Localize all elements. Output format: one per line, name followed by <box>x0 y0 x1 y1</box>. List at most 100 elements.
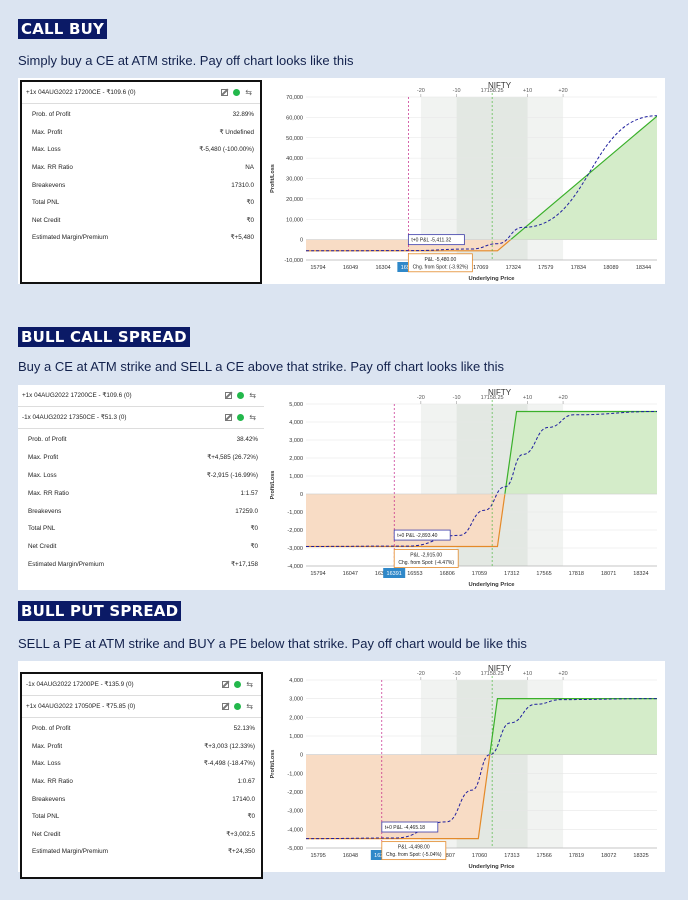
loss-area <box>306 239 657 251</box>
metric-label: Max. RR Ratio <box>32 778 73 786</box>
chart-title: NIFTY <box>488 664 512 673</box>
metric-label: Net Credit <box>28 543 57 551</box>
sd-label: +10 <box>523 395 532 401</box>
tooltip-today-text: t+0 P&L -4,465.18 <box>385 825 425 831</box>
chart-title: NIFTY <box>488 388 512 397</box>
edit-icon[interactable] <box>225 392 233 399</box>
y-tick-label: 0 <box>300 492 303 498</box>
x-tick-label: 17834 <box>571 265 586 271</box>
metric-label: Prob. of Profit <box>28 436 67 444</box>
sd-label: +10 <box>523 88 532 94</box>
metric-row: Breakevens 17259.0 <box>18 502 264 520</box>
y-tick-label: 10,000 <box>286 217 303 223</box>
metric-label: Total PNL <box>32 199 60 207</box>
y-tick-label: -4,000 <box>287 827 303 833</box>
sd-label: -10 <box>453 88 461 94</box>
x-tick-label: 16304 <box>375 265 390 271</box>
metric-row: Total PNL ₹0 <box>18 520 264 538</box>
edit-icon[interactable] <box>222 681 230 688</box>
metric-label: Max. Loss <box>32 146 61 154</box>
x-tick-label: 17060 <box>472 853 487 859</box>
metric-label: Total PNL <box>32 813 60 821</box>
y-tick-label: -3,000 <box>287 546 303 552</box>
swap-icon[interactable]: ⇆ <box>249 391 256 400</box>
metric-row: Total PNL ₹0 <box>22 808 261 826</box>
tooltip-today-text: t+0 P&L -2,893.40 <box>397 533 437 539</box>
metric-value: 52.13% <box>233 725 255 733</box>
metric-value: ₹-2,915 (-16.99%) <box>206 471 258 479</box>
metric-label: Max. RR Ratio <box>32 164 73 172</box>
x-tick-label: 16049 <box>343 265 358 271</box>
x-tick-label: 16300 <box>375 571 390 577</box>
status-dot-icon[interactable] <box>237 414 245 421</box>
sd-label: -10 <box>453 671 461 677</box>
strategy-panel: +1x 04AUG2022 17200CE - ₹109.6 (0) ⇆ Pro… <box>18 78 665 284</box>
y-tick-label: -1,000 <box>287 510 303 516</box>
metric-label: Estimated Margin/Premium <box>32 848 108 856</box>
leg-row[interactable]: +1x 04AUG2022 17200CE - ₹109.6 (0) ⇆ <box>22 82 260 104</box>
y-tick-label: 50,000 <box>286 136 303 142</box>
y-tick-label: 30,000 <box>286 177 303 183</box>
expiry-line-profit <box>504 410 657 494</box>
metric-label: Max. RR Ratio <box>28 489 69 497</box>
metric-value: ₹ Undefined <box>219 128 254 136</box>
metric-row: Net Credit ₹+3,002.5 <box>22 826 261 844</box>
status-dot-icon[interactable] <box>234 681 242 688</box>
edit-icon[interactable] <box>221 89 229 96</box>
status-dot-icon[interactable] <box>237 392 245 399</box>
leg-row[interactable]: -1x 04AUG2022 17350CE - ₹51.3 (0) ⇆ <box>18 407 264 429</box>
y-axis-title: Profit/Loss <box>270 750 276 779</box>
metric-value: ₹+3,003 (12.33%) <box>204 742 255 750</box>
today-line <box>305 410 658 547</box>
x-tick-label: 17579 <box>538 265 553 271</box>
leg-label: +1x 04AUG2022 17200CE - ₹109.6 (0) <box>22 392 132 399</box>
metric-value: ₹-4,498 (-18.47%) <box>203 760 255 768</box>
strategy-panel: +1x 04AUG2022 17200CE - ₹109.6 (0) ⇆ -1x… <box>18 385 665 590</box>
leg-label: -1x 04AUG2022 17350CE - ₹51.3 (0) <box>22 414 127 421</box>
metrics-list: Prob. of Profit 32.89% Max. Profit ₹ Undef… <box>22 104 260 247</box>
y-tick-label: 40,000 <box>286 156 303 162</box>
tooltip-chg-text: Chg. from Spot: (-4.47%) <box>398 560 454 566</box>
expiry-line-loss <box>306 239 512 252</box>
metric-label: Estimated Margin/Premium <box>28 560 104 568</box>
metric-row: Breakevens 17140.0 <box>22 790 261 808</box>
tooltip-today-box <box>407 234 465 246</box>
metric-value: ₹0 <box>247 813 255 821</box>
metric-row: Max. RR Ratio 1:1.57 <box>18 484 264 502</box>
metric-row: Total PNL ₹0 <box>22 194 260 212</box>
metric-value: 38.42% <box>236 436 258 444</box>
y-tick-label: 3,000 <box>289 697 303 703</box>
y-tick-label: -2,000 <box>287 528 303 534</box>
y-tick-label: 20,000 <box>286 197 303 203</box>
swap-icon[interactable]: ⇆ <box>246 680 253 689</box>
leg-row[interactable]: +1x 04AUG2022 17200CE - ₹109.6 (0) ⇆ <box>18 385 264 407</box>
loss-area <box>306 754 657 839</box>
edit-icon[interactable] <box>222 703 230 710</box>
x-tick-label: 18071 <box>601 571 616 577</box>
payoff-chart-svg: -5,000 -4,000 -3,000 -2,000 -1,000 0 1,000 2,00… <box>270 664 658 870</box>
metric-value: NA <box>245 164 254 172</box>
section-heading: BULL PUT SPREAD <box>18 601 182 621</box>
swap-icon[interactable]: ⇆ <box>246 702 253 711</box>
metric-label: Estimated Margin/Premium <box>32 234 108 242</box>
leg-row[interactable]: -1x 04AUG2022 17200PE - ₹135.9 (0) ⇆ <box>22 674 261 696</box>
expiry-line-profit <box>489 698 657 755</box>
current-price-label: 16391 <box>387 571 402 577</box>
edit-icon[interactable] <box>225 414 233 421</box>
swap-icon[interactable]: ⇆ <box>249 413 256 422</box>
status-dot-icon[interactable] <box>234 703 242 710</box>
x-tick-label: 17818 <box>569 571 584 577</box>
leg-label: +1x 04AUG2022 17050PE - ₹75.85 (0) <box>26 703 136 710</box>
swap-icon[interactable]: ⇆ <box>245 88 252 97</box>
status-dot-icon[interactable] <box>233 89 241 96</box>
metric-label: Breakevens <box>32 795 66 803</box>
payoff-chart: -5,000 -4,000 -3,000 -2,000 -1,000 0 1,000 2,00… <box>268 661 665 872</box>
leg-row[interactable]: +1x 04AUG2022 17050PE - ₹75.85 (0) ⇆ <box>22 696 261 718</box>
sd-label: +20 <box>558 395 567 401</box>
spot-label: 17158.25 <box>481 395 504 401</box>
metric-row: Estimated Margin/Premium ₹+5,480 <box>22 229 260 247</box>
metric-value: ₹0 <box>246 199 254 207</box>
metric-row: Estimated Margin/Premium ₹+17,158 <box>18 556 264 574</box>
x-tick-label: 18072 <box>601 853 616 859</box>
y-tick-label: 1,000 <box>289 474 303 480</box>
